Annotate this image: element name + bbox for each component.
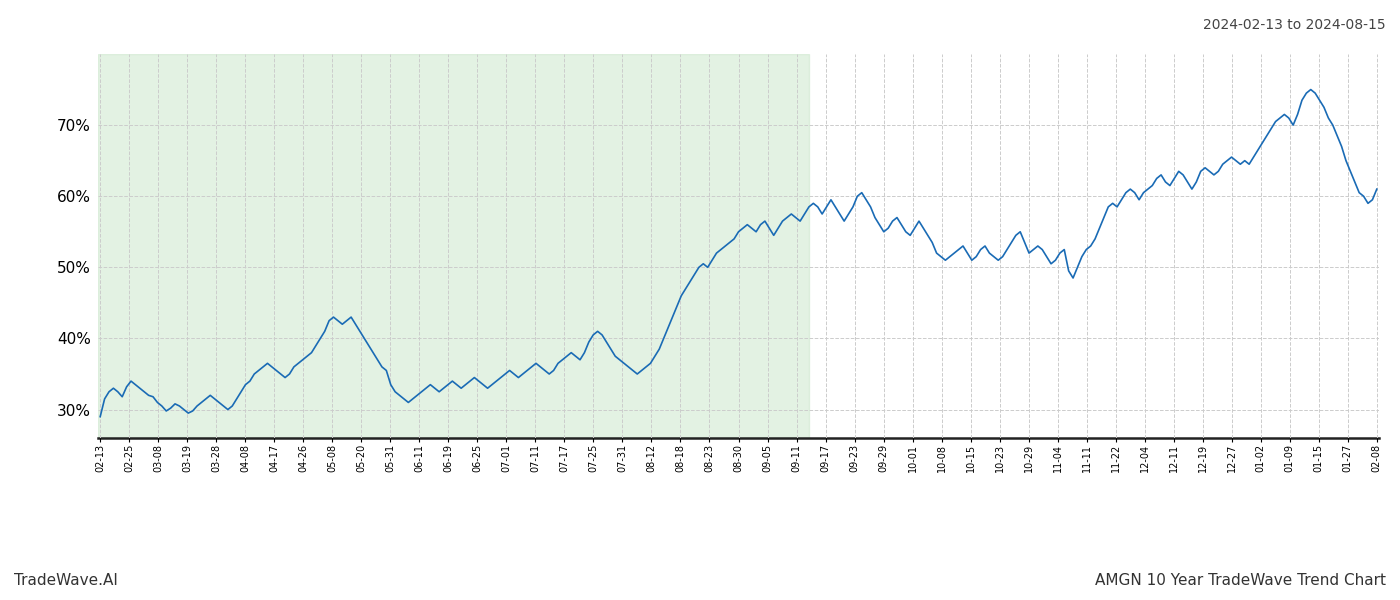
Text: TradeWave.AI: TradeWave.AI bbox=[14, 573, 118, 588]
Text: AMGN 10 Year TradeWave Trend Chart: AMGN 10 Year TradeWave Trend Chart bbox=[1095, 573, 1386, 588]
Bar bbox=[98, 54, 809, 438]
Text: 2024-02-13 to 2024-08-15: 2024-02-13 to 2024-08-15 bbox=[1204, 18, 1386, 32]
